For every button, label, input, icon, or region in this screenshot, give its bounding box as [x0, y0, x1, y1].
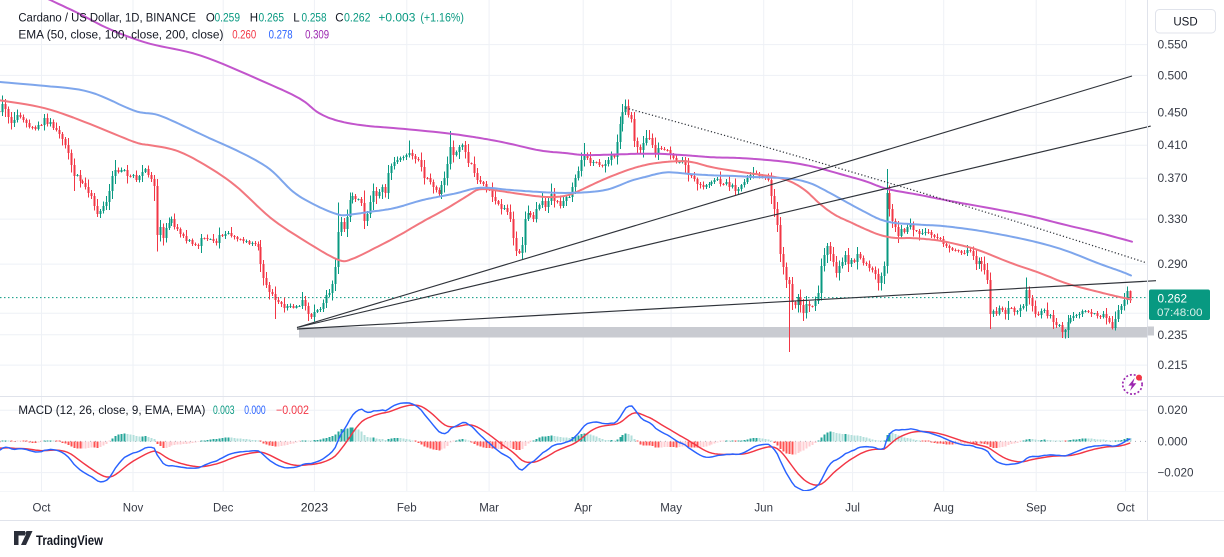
svg-text:+0.003: +0.003 — [378, 13, 415, 25]
svg-text:0.450: 0.450 — [1158, 107, 1188, 119]
svg-text:Apr: Apr — [574, 503, 592, 515]
svg-text:0.265: 0.265 — [259, 13, 285, 25]
svg-text:−0.002: −0.002 — [276, 405, 309, 417]
svg-text:Oct: Oct — [33, 503, 52, 515]
svg-text:O: O — [206, 13, 215, 25]
svg-text:0.410: 0.410 — [1158, 140, 1188, 152]
svg-text:USD: USD — [1173, 17, 1197, 29]
svg-text:0.000: 0.000 — [244, 405, 266, 417]
svg-text:Nov: Nov — [123, 503, 144, 515]
svg-text:MACD (12, 26, close, 9, EMA, E: MACD (12, 26, close, 9, EMA, EMA) — [18, 405, 205, 417]
svg-text:Cardano / US Dollar, 1D, BINAN: Cardano / US Dollar, 1D, BINANCE — [18, 13, 196, 25]
svg-text:0.290: 0.290 — [1158, 259, 1188, 271]
svg-text:Sep: Sep — [1026, 503, 1046, 515]
svg-text:Aug: Aug — [933, 503, 953, 515]
svg-text:2023: 2023 — [301, 501, 329, 515]
svg-text:H: H — [250, 13, 258, 25]
svg-text:0.260: 0.260 — [232, 29, 256, 41]
svg-text:0.000: 0.000 — [1158, 436, 1188, 448]
svg-text:Oct: Oct — [1117, 503, 1136, 515]
svg-text:0.500: 0.500 — [1158, 70, 1188, 82]
svg-text:0.215: 0.215 — [1158, 360, 1188, 372]
svg-text:C: C — [335, 13, 343, 25]
svg-text:Mar: Mar — [479, 503, 499, 515]
svg-text:0.235: 0.235 — [1158, 330, 1188, 342]
svg-text:0.020: 0.020 — [1158, 405, 1188, 417]
svg-text:TradingView: TradingView — [36, 533, 103, 548]
svg-text:0.370: 0.370 — [1158, 173, 1188, 185]
svg-text:−0.020: −0.020 — [1158, 468, 1194, 480]
svg-text:Dec: Dec — [213, 503, 234, 515]
svg-text:0.262: 0.262 — [344, 13, 371, 25]
svg-text:L: L — [293, 13, 300, 25]
svg-text:0.258: 0.258 — [302, 13, 327, 25]
svg-text:0.309: 0.309 — [305, 29, 329, 41]
svg-text:(+1.16%): (+1.16%) — [420, 13, 464, 25]
svg-text:Jul: Jul — [845, 503, 860, 515]
svg-text:0.262: 0.262 — [1158, 292, 1188, 306]
svg-text:0.003: 0.003 — [213, 405, 235, 417]
svg-text:Feb: Feb — [397, 503, 417, 515]
svg-text:07:48:00: 07:48:00 — [1157, 307, 1203, 319]
svg-text:May: May — [660, 503, 682, 515]
svg-text:0.550: 0.550 — [1158, 40, 1188, 52]
svg-text:0.259: 0.259 — [215, 13, 241, 25]
svg-text:Jun: Jun — [754, 503, 773, 515]
svg-text:EMA (50, close, 100, close, 20: EMA (50, close, 100, close, 200, close) — [18, 29, 223, 41]
svg-text:0.278: 0.278 — [269, 29, 293, 41]
svg-text:0.330: 0.330 — [1158, 214, 1188, 226]
